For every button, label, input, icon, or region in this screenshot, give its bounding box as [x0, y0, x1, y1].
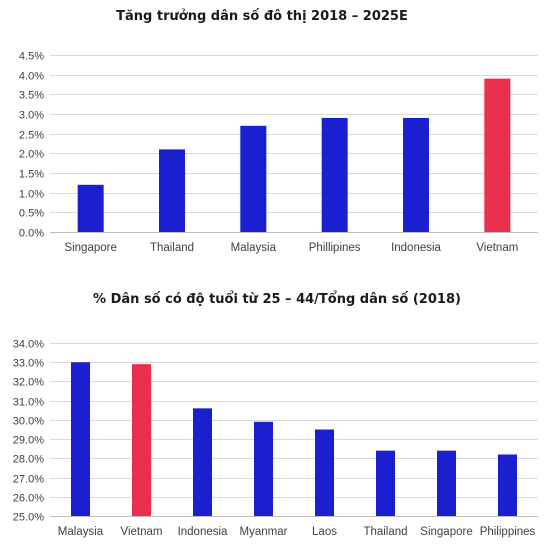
- y-tick-label: 26.0%: [13, 493, 44, 505]
- bar-philippines: [498, 454, 517, 516]
- bar-myanmar: [254, 421, 273, 516]
- y-tick-label: 1.0%: [19, 189, 44, 201]
- x-category-label: Thailand: [363, 526, 407, 538]
- y-tick-label: 27.0%: [13, 474, 44, 486]
- x-category-label: Vietnam: [476, 242, 518, 254]
- bar-singapore: [437, 450, 456, 516]
- x-category-label: Malaysia: [231, 242, 277, 254]
- y-tick-label: 4.5%: [19, 51, 44, 63]
- y-tick-label: 3.0%: [19, 110, 44, 122]
- y-tick-label: 28.0%: [13, 454, 44, 466]
- population-age-25-44-chart: % Dân số có độ tuổi từ 25 – 44/Tổng dân …: [13, 291, 538, 538]
- y-tick-label: 33.0%: [13, 358, 44, 370]
- x-category-label: Indonesia: [391, 242, 441, 254]
- x-category-label: Laos: [312, 526, 337, 538]
- x-category-label: Myanmar: [240, 526, 288, 538]
- bar-laos: [315, 429, 334, 516]
- bar-malaysia: [240, 125, 267, 232]
- x-category-label: Singapore: [420, 526, 472, 538]
- bar-indonesia: [193, 408, 212, 516]
- x-category-label: Vietnam: [121, 526, 163, 538]
- y-tick-label: 31.0%: [13, 397, 44, 409]
- x-category-label: Malaysia: [58, 526, 104, 538]
- y-tick-label: 0.5%: [19, 208, 44, 220]
- bar-indonesia: [403, 117, 429, 232]
- bar-vietnam: [484, 78, 511, 232]
- bar-thailand: [159, 149, 185, 232]
- y-tick-label: 25.0%: [13, 512, 44, 524]
- y-tick-label: 1.5%: [19, 169, 44, 181]
- y-tick-label: 30.0%: [13, 416, 44, 428]
- chart-title: % Dân số có độ tuổi từ 25 – 44/Tổng dân …: [93, 291, 461, 307]
- urban-population-growth-chart: Tăng trưởng dân số đô thị 2018 – 2025E 0.…: [19, 9, 538, 254]
- chart-title: Tăng trưởng dân số đô thị 2018 – 2025E: [116, 9, 408, 24]
- x-category-label: Thailand: [150, 242, 194, 254]
- y-tick-label: 32.0%: [13, 377, 44, 389]
- y-tick-label: 2.0%: [19, 149, 44, 161]
- x-category-label: Phillipines: [309, 242, 361, 254]
- y-tick-label: 34.0%: [13, 339, 44, 351]
- y-tick-label: 29.0%: [13, 435, 44, 447]
- y-tick-label: 3.5%: [19, 90, 44, 102]
- y-tick-label: 4.0%: [19, 71, 44, 83]
- bar-thailand: [376, 450, 395, 516]
- x-category-label: Singapore: [64, 242, 116, 254]
- y-tick-label: 0.0%: [19, 228, 44, 240]
- x-category-label: Indonesia: [178, 526, 228, 538]
- bar-vietnam: [132, 364, 151, 516]
- x-category-label: Philippines: [480, 526, 536, 538]
- bar-singapore: [77, 184, 104, 232]
- y-tick-label: 2.5%: [19, 130, 44, 142]
- bar-malaysia: [71, 362, 90, 516]
- bar-phillipines: [321, 117, 348, 232]
